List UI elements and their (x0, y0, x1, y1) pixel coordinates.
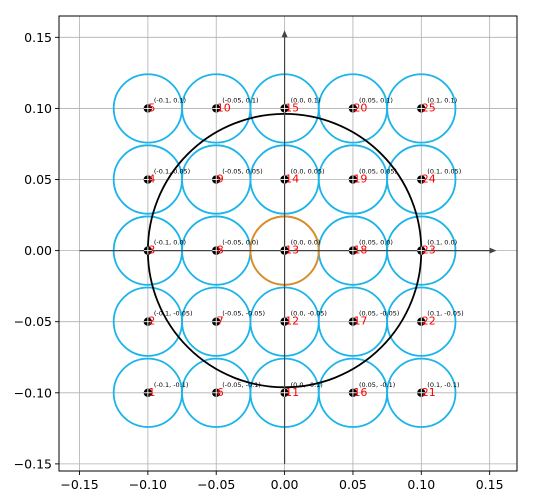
point-index-label-24: 24 (422, 173, 436, 186)
point-index-label-23: 23 (422, 244, 436, 257)
point-index-label-4: 4 (148, 173, 155, 186)
point-index-label-2: 2 (148, 315, 155, 328)
y-tick-label: 0.15 (24, 30, 52, 45)
tick-layer: −0.15 −0.10 −0.05 0.00 0.05 0.10 0.15 −0.15 −0.1… (14, 30, 504, 492)
point-index-label-11: 11 (285, 386, 299, 399)
point-coord-label-5: (-0.1, 0.1) (154, 96, 186, 104)
point-coord-label-6: (-0.05, -0.1) (222, 381, 261, 389)
point-coord-label-11: (0.0, -0.1) (291, 381, 323, 389)
point-index-label-6: 6 (217, 386, 224, 399)
x-tick-label: −0.10 (129, 477, 167, 492)
y-tick-label: −0.10 (14, 385, 52, 400)
point-coord-label-8: (-0.05, 0.0) (222, 239, 258, 247)
x-tick-label: −0.15 (60, 477, 98, 492)
point-coord-label-2: (-0.1, -0.05) (154, 310, 193, 318)
point-index-label-19: 19 (353, 173, 367, 186)
point-coord-label-1: (-0.1, -0.1) (154, 381, 189, 389)
x-tick-label: 0.00 (271, 477, 299, 492)
point-index-label-25: 25 (422, 101, 436, 114)
point-index-label-7: 7 (217, 315, 224, 328)
point-coord-label-14: (0.0, 0.05) (291, 168, 325, 176)
point-coord-label-19: (0.05, 0.05) (359, 168, 397, 176)
point-coord-label-4: (-0.1, 0.05) (154, 168, 190, 176)
point-index-label-21: 21 (422, 386, 436, 399)
point-coord-label-17: (0.05, -0.05) (359, 310, 400, 318)
point-index-label-5: 5 (148, 101, 155, 114)
plot-frame (58, 15, 518, 472)
x-tick-label: 0.15 (476, 477, 504, 492)
point-index-label-20: 20 (353, 101, 367, 114)
point-coord-label-24: (0.1, 0.05) (427, 168, 461, 176)
point-circle-22 (386, 286, 457, 357)
point-coord-label-12: (0.0, -0.05) (291, 310, 327, 318)
point-index-label-16: 16 (353, 386, 367, 399)
point-index-label-14: 14 (285, 173, 299, 186)
point-coord-label-9: (-0.05, 0.05) (222, 168, 263, 176)
y-tick-label: 0.05 (24, 172, 52, 187)
point-coord-label-3: (-0.1, 0.0) (154, 239, 186, 247)
point-index-label-13: 13 (285, 244, 299, 257)
x-axis-arrowhead (489, 247, 497, 254)
point-index-label-12: 12 (285, 315, 299, 328)
point-circle-25 (386, 73, 457, 144)
point-coord-label-22: (0.1, -0.05) (427, 310, 463, 318)
point-index-label-18: 18 (353, 244, 367, 257)
point-index-label-9: 9 (217, 173, 224, 186)
point-coord-label-23: (0.1, 0.0) (427, 239, 457, 247)
point-index-label-1: 1 (148, 386, 155, 399)
y-axis-arrowhead (281, 30, 288, 38)
y-tick-label: 0.10 (24, 101, 52, 116)
point-index-label-17: 17 (353, 315, 367, 328)
x-tick-label: 0.05 (339, 477, 367, 492)
point-coord-label-15: (0.0, 0.1) (291, 96, 321, 104)
point-coord-label-7: (-0.05, -0.05) (222, 310, 265, 318)
point-index-label-8: 8 (217, 244, 224, 257)
x-tick-label: 0.10 (407, 477, 435, 492)
point-index-label-15: 15 (285, 101, 299, 114)
point-index-label-10: 10 (217, 101, 231, 114)
point-index-label-3: 3 (148, 244, 155, 257)
point-circle-24 (386, 144, 457, 215)
point-coord-label-13: (0.0, 0.0) (291, 239, 321, 247)
point-coord-label-16: (0.05, -0.1) (359, 381, 395, 389)
point-coord-label-25: (0.1, 0.1) (427, 96, 457, 104)
point-coord-label-18: (0.05, 0.0) (359, 239, 393, 247)
point-circle-21 (386, 357, 457, 428)
point-coord-label-10: (-0.05, 0.1) (222, 96, 258, 104)
point-index-label-22: 22 (422, 315, 436, 328)
y-tick-label: 0.00 (24, 243, 52, 258)
x-tick-label: −0.05 (197, 477, 235, 492)
y-tick-label: −0.15 (14, 456, 52, 471)
y-tick-label: −0.05 (14, 314, 52, 329)
point-layer (143, 104, 426, 397)
point-coord-label-20: (0.05, 0.1) (359, 96, 393, 104)
point-coord-label-21: (0.1, -0.1) (427, 381, 459, 389)
label-layer: 1(-0.1, -0.1) 2(-0.1, -0.05) 3(-0.1, 0.0) 4… (148, 96, 463, 398)
